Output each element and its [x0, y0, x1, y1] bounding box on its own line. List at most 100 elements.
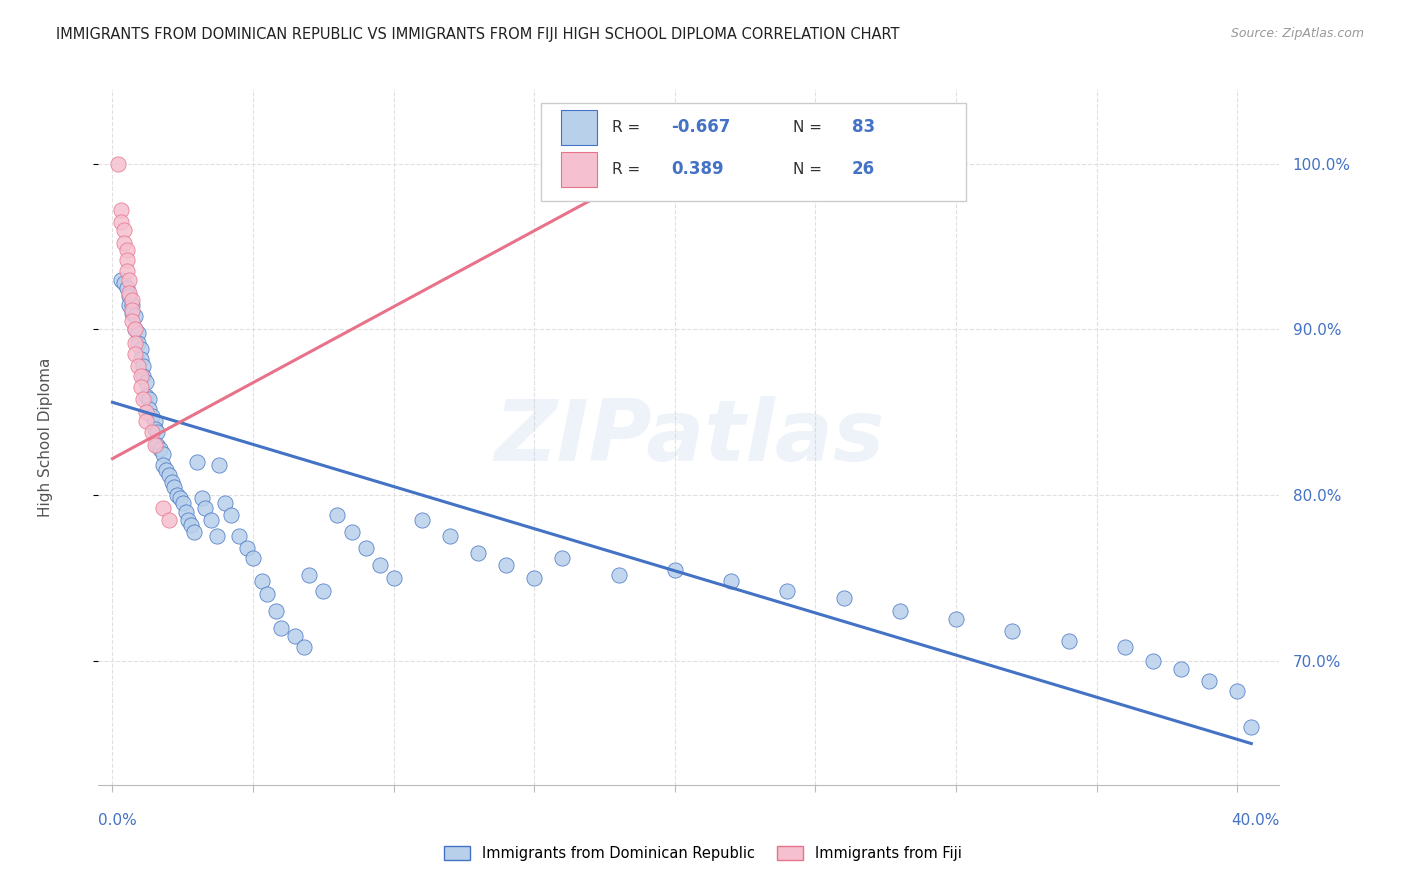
Point [166, 488, 188, 502]
Point [1198, 673, 1220, 688]
Point [124, 309, 146, 323]
Point [174, 505, 197, 519]
Point [208, 458, 231, 473]
Point [146, 438, 169, 452]
Point [124, 322, 146, 336]
Text: -0.667: -0.667 [671, 119, 731, 136]
Text: N =: N = [793, 120, 823, 135]
Text: 26: 26 [852, 161, 875, 178]
Point [1057, 633, 1080, 648]
Point [236, 541, 259, 555]
Point [250, 574, 273, 589]
Point [298, 567, 321, 582]
Point [1170, 662, 1192, 676]
Point [1240, 720, 1263, 734]
Point [284, 629, 307, 643]
Point [138, 401, 160, 416]
Point [1001, 624, 1024, 638]
Point [112, 223, 135, 237]
Point [141, 409, 163, 423]
Point [118, 273, 141, 287]
Point [1142, 654, 1164, 668]
Text: ZIPatlas: ZIPatlas [494, 395, 884, 479]
Point [163, 480, 186, 494]
Point [129, 368, 152, 383]
Point [152, 501, 174, 516]
Point [1226, 683, 1249, 698]
Point [135, 405, 157, 419]
Point [141, 425, 163, 439]
Point [138, 392, 160, 406]
Text: 0.0%: 0.0% [98, 813, 138, 828]
Point [551, 551, 574, 566]
Point [664, 563, 686, 577]
Text: High School Diploma: High School Diploma [38, 358, 53, 516]
Point [200, 513, 222, 527]
Text: R =: R = [612, 120, 640, 135]
Point [720, 574, 742, 589]
Point [264, 604, 287, 618]
FancyBboxPatch shape [541, 103, 966, 201]
Point [889, 604, 911, 618]
Point [228, 529, 250, 543]
Point [135, 376, 157, 390]
Point [143, 438, 166, 452]
Point [326, 508, 349, 522]
FancyBboxPatch shape [561, 152, 596, 186]
Point [110, 273, 132, 287]
Point [110, 203, 132, 218]
Point [354, 541, 377, 555]
Point [115, 252, 138, 267]
Point [127, 359, 149, 373]
Point [121, 293, 143, 307]
Point [149, 442, 172, 456]
Point [172, 496, 194, 510]
Point [439, 529, 461, 543]
Point [411, 513, 433, 527]
Point [110, 215, 132, 229]
Point [115, 281, 138, 295]
Point [135, 389, 157, 403]
Point [112, 276, 135, 290]
Point [607, 567, 630, 582]
Point [121, 314, 143, 328]
Point [152, 447, 174, 461]
Point [143, 422, 166, 436]
Point [107, 157, 129, 171]
Point [124, 322, 146, 336]
Point [155, 463, 177, 477]
Point [177, 513, 200, 527]
Point [127, 326, 149, 340]
Point [776, 584, 799, 599]
Point [242, 551, 264, 566]
Point [214, 496, 236, 510]
Point [152, 458, 174, 473]
Point [382, 571, 405, 585]
Text: Source: ZipAtlas.com: Source: ZipAtlas.com [1230, 27, 1364, 40]
Point [183, 524, 205, 539]
Point [292, 640, 315, 655]
Point [945, 612, 967, 626]
Point [256, 587, 278, 601]
Point [115, 243, 138, 257]
Point [129, 380, 152, 394]
Point [832, 591, 855, 605]
Point [495, 558, 517, 572]
Point [121, 297, 143, 311]
Point [169, 491, 191, 506]
Point [340, 524, 363, 539]
Point [157, 468, 180, 483]
Point [115, 264, 138, 278]
Point [135, 413, 157, 427]
Text: N =: N = [793, 161, 823, 177]
Point [312, 584, 335, 599]
Text: IMMIGRANTS FROM DOMINICAN REPUBLIC VS IMMIGRANTS FROM FIJI HIGH SCHOOL DIPLOMA C: IMMIGRANTS FROM DOMINICAN REPUBLIC VS IM… [56, 27, 900, 42]
Point [129, 343, 152, 357]
Point [132, 368, 155, 383]
Point [186, 455, 208, 469]
Point [1114, 640, 1136, 655]
Point [270, 621, 292, 635]
Point [132, 392, 155, 406]
Point [219, 508, 242, 522]
Point [157, 513, 180, 527]
